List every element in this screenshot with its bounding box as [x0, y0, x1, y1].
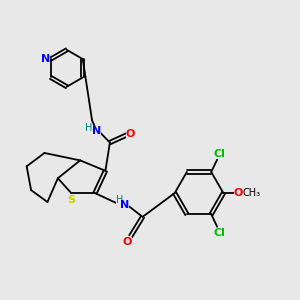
Text: S: S	[67, 195, 75, 205]
Text: Cl: Cl	[214, 148, 226, 159]
Text: H: H	[116, 195, 123, 205]
Text: O: O	[126, 129, 135, 139]
Text: N: N	[92, 126, 101, 136]
Text: H: H	[85, 123, 92, 133]
Text: O: O	[122, 236, 132, 247]
Text: O: O	[234, 188, 243, 198]
Text: CH₃: CH₃	[243, 188, 261, 198]
Text: Cl: Cl	[214, 228, 226, 238]
Text: N: N	[120, 200, 129, 210]
Text: N: N	[41, 54, 50, 64]
